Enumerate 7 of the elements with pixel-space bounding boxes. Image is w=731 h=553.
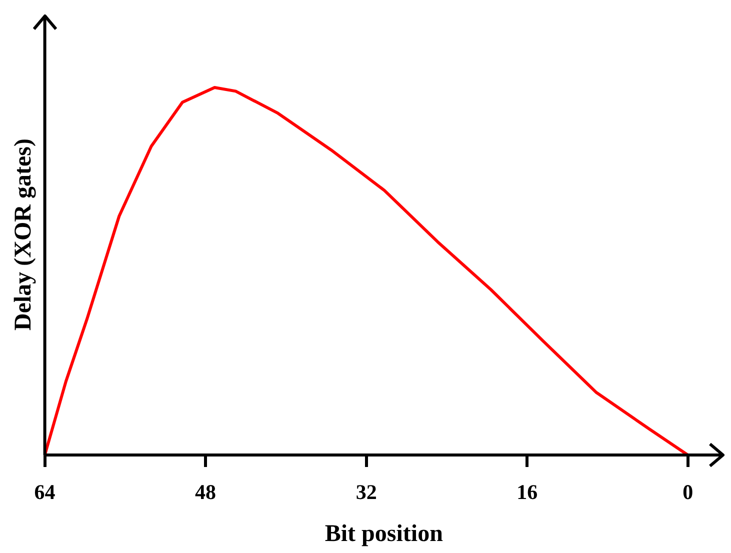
x-tick-label: 32 [356,480,377,504]
x-tick-label: 48 [195,480,216,504]
y-axis-title: Delay (XOR gates) [10,138,37,330]
x-tick-label: 0 [682,480,694,504]
x-tick-label: 64 [34,480,56,504]
x-axis-title: Bit position [324,520,443,547]
x-tick-label: 16 [516,480,538,504]
